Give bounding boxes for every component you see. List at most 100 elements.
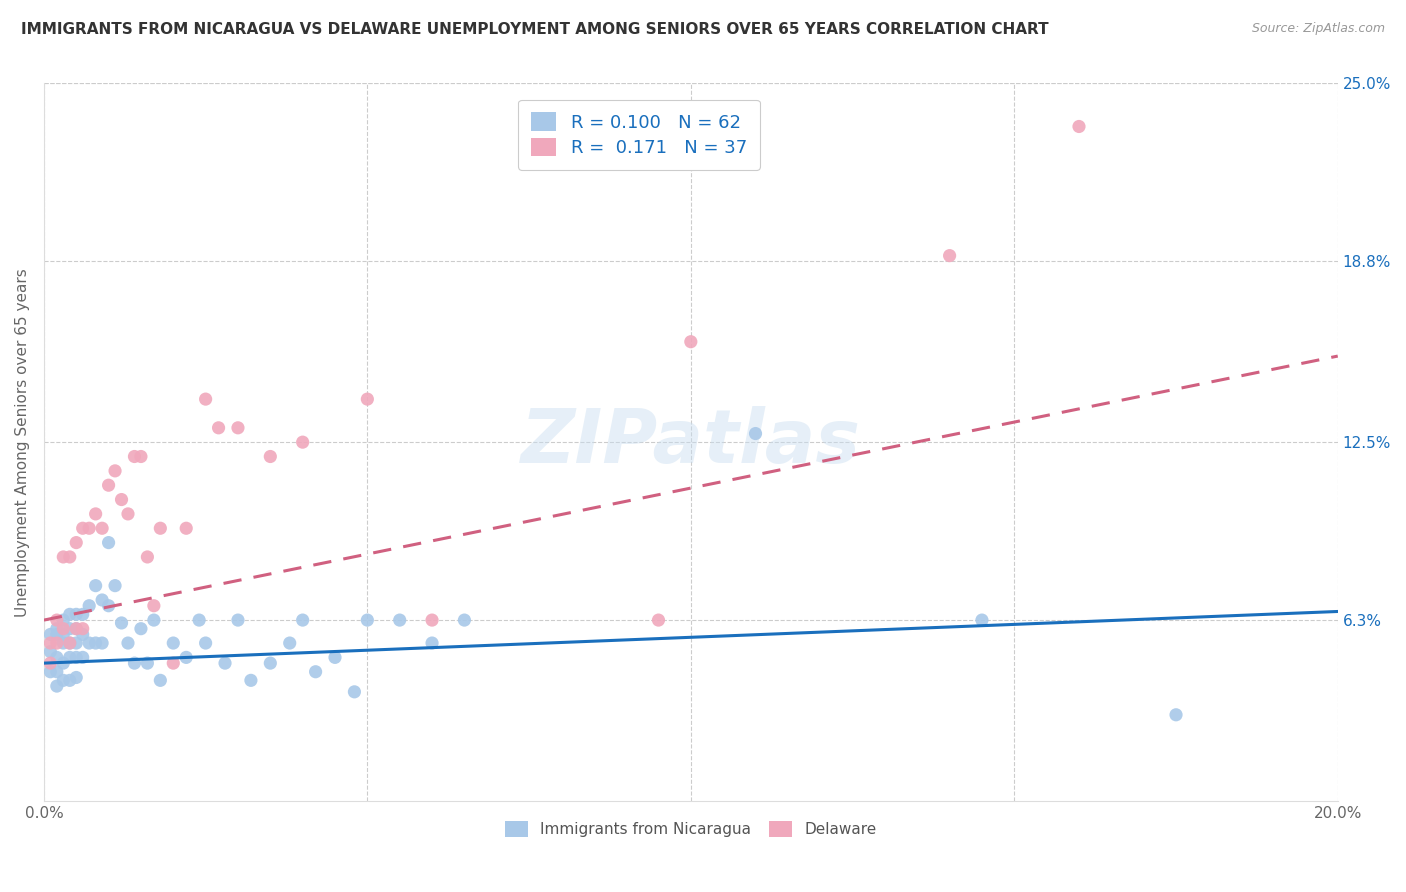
Point xyxy=(65,636,87,650)
Point xyxy=(97,599,120,613)
Point xyxy=(388,613,411,627)
Point xyxy=(194,636,217,650)
Point xyxy=(117,636,139,650)
Point xyxy=(59,622,82,636)
Point xyxy=(91,593,114,607)
Point xyxy=(117,507,139,521)
Point xyxy=(129,450,152,464)
Point xyxy=(59,636,82,650)
Point xyxy=(65,622,87,636)
Point xyxy=(65,607,87,622)
Point xyxy=(59,607,82,622)
Point xyxy=(142,599,165,613)
Point xyxy=(84,636,107,650)
Point xyxy=(39,636,62,650)
Point xyxy=(65,671,87,685)
Point xyxy=(679,334,702,349)
Legend: Immigrants from Nicaragua, Delaware: Immigrants from Nicaragua, Delaware xyxy=(499,815,883,844)
Point xyxy=(291,435,314,450)
Point xyxy=(52,673,75,688)
Point xyxy=(39,627,62,641)
Point xyxy=(65,535,87,549)
Point xyxy=(72,622,94,636)
Point xyxy=(45,613,67,627)
Point xyxy=(52,656,75,670)
Point xyxy=(453,613,475,627)
Point xyxy=(304,665,326,679)
Point xyxy=(174,650,197,665)
Point xyxy=(343,685,366,699)
Point xyxy=(39,645,62,659)
Point xyxy=(194,392,217,406)
Point xyxy=(239,673,262,688)
Point xyxy=(77,636,100,650)
Point xyxy=(356,392,378,406)
Point xyxy=(59,650,82,665)
Point xyxy=(45,650,67,665)
Point xyxy=(136,656,159,670)
Point xyxy=(65,650,87,665)
Point xyxy=(72,521,94,535)
Point xyxy=(1067,120,1090,134)
Point xyxy=(39,665,62,679)
Text: Source: ZipAtlas.com: Source: ZipAtlas.com xyxy=(1251,22,1385,36)
Point xyxy=(65,622,87,636)
Point xyxy=(124,450,146,464)
Point xyxy=(52,636,75,650)
Point xyxy=(142,613,165,627)
Point xyxy=(323,650,346,665)
Point xyxy=(124,656,146,670)
Point xyxy=(45,665,67,679)
Point xyxy=(72,607,94,622)
Point xyxy=(647,613,669,627)
Point xyxy=(174,521,197,535)
Point xyxy=(45,622,67,636)
Point xyxy=(162,656,184,670)
Point xyxy=(52,549,75,564)
Point xyxy=(110,492,132,507)
Point xyxy=(970,613,993,627)
Point xyxy=(149,673,172,688)
Point xyxy=(1164,707,1187,722)
Point xyxy=(259,450,281,464)
Point xyxy=(162,636,184,650)
Point xyxy=(52,613,75,627)
Point xyxy=(45,636,67,650)
Point xyxy=(52,622,75,636)
Point xyxy=(110,615,132,630)
Point xyxy=(226,421,249,435)
Point xyxy=(356,613,378,627)
Text: ZIPatlas: ZIPatlas xyxy=(520,406,860,479)
Point xyxy=(744,426,766,441)
Point xyxy=(84,579,107,593)
Point xyxy=(59,549,82,564)
Y-axis label: Unemployment Among Seniors over 65 years: Unemployment Among Seniors over 65 years xyxy=(15,268,30,616)
Point xyxy=(291,613,314,627)
Point xyxy=(129,622,152,636)
Point xyxy=(45,627,67,641)
Point xyxy=(72,650,94,665)
Point xyxy=(149,521,172,535)
Point xyxy=(97,478,120,492)
Point xyxy=(136,549,159,564)
Point xyxy=(226,613,249,627)
Point xyxy=(77,521,100,535)
Point xyxy=(420,636,443,650)
Point xyxy=(278,636,301,650)
Point xyxy=(259,656,281,670)
Point xyxy=(938,249,960,263)
Point xyxy=(39,656,62,670)
Point xyxy=(52,627,75,641)
Point xyxy=(97,535,120,549)
Point xyxy=(207,421,229,435)
Text: IMMIGRANTS FROM NICARAGUA VS DELAWARE UNEMPLOYMENT AMONG SENIORS OVER 65 YEARS C: IMMIGRANTS FROM NICARAGUA VS DELAWARE UN… xyxy=(21,22,1049,37)
Point xyxy=(188,613,211,627)
Point xyxy=(72,627,94,641)
Point xyxy=(214,656,236,670)
Point xyxy=(77,599,100,613)
Point xyxy=(104,579,127,593)
Point xyxy=(91,521,114,535)
Point xyxy=(84,507,107,521)
Point xyxy=(45,679,67,693)
Point xyxy=(420,613,443,627)
